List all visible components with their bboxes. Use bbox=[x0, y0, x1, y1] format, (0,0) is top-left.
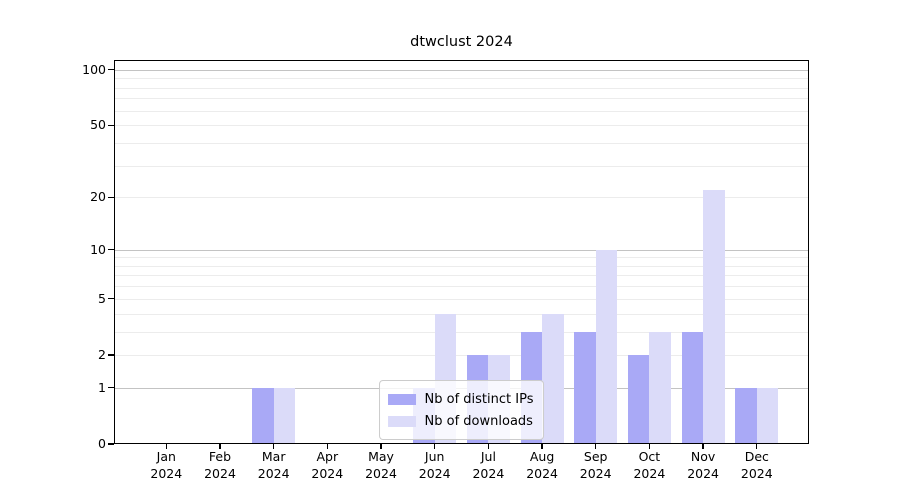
gridline-minor bbox=[114, 142, 809, 144]
x-tick-mark bbox=[595, 444, 597, 449]
x-tick-label: Jan 2024 bbox=[150, 449, 183, 481]
y-tick-mark bbox=[108, 354, 114, 356]
gridline-major bbox=[114, 69, 809, 71]
gridline-minor bbox=[114, 165, 809, 167]
y-tick-mark bbox=[108, 69, 114, 71]
legend-label-distinct-ips: Nb of distinct IPs bbox=[424, 391, 534, 407]
gridline-minor bbox=[114, 125, 809, 127]
y-tick-mark bbox=[108, 298, 114, 300]
bar-distinct-ips bbox=[252, 387, 274, 444]
x-tick-label: Dec 2024 bbox=[740, 449, 773, 481]
gridline-minor bbox=[114, 298, 809, 300]
chart-title: dtwclust 2024 bbox=[410, 34, 513, 50]
gridline-major bbox=[114, 249, 809, 251]
x-tick-label: Jun 2024 bbox=[418, 449, 451, 481]
x-tick-label: Jul 2024 bbox=[472, 449, 505, 481]
x-tick-label: Aug 2024 bbox=[526, 449, 558, 481]
plot-area: Nb of distinct IPs Nb of downloads bbox=[114, 60, 809, 444]
legend: Nb of distinct IPs Nb of downloads bbox=[378, 380, 545, 440]
x-tick-label: Nov 2024 bbox=[687, 449, 719, 481]
gridline-minor bbox=[114, 331, 809, 333]
x-tick-label: Sep 2024 bbox=[579, 449, 612, 481]
gridline-minor bbox=[114, 197, 809, 199]
x-tick-mark bbox=[219, 444, 221, 449]
y-tick-label: 100 bbox=[82, 61, 106, 77]
x-tick-mark bbox=[702, 444, 704, 449]
x-tick-label: May 2024 bbox=[365, 449, 397, 481]
x-tick-mark bbox=[380, 444, 382, 449]
y-tick-mark bbox=[108, 443, 114, 445]
legend-item-downloads: Nb of downloads bbox=[387, 410, 534, 432]
x-tick-mark bbox=[434, 444, 436, 449]
bar-distinct-ips bbox=[735, 387, 757, 444]
bar-downloads bbox=[595, 249, 618, 444]
gridline-minor bbox=[114, 313, 809, 315]
x-tick-label: Mar 2024 bbox=[257, 449, 290, 481]
gridline-minor bbox=[114, 110, 809, 112]
gridline-minor bbox=[114, 265, 809, 267]
y-tick-label: 10 bbox=[90, 241, 106, 257]
bar-downloads bbox=[273, 387, 296, 444]
legend-swatch-downloads-icon bbox=[387, 415, 416, 427]
gridline-minor bbox=[114, 354, 809, 356]
x-tick-label: Oct 2024 bbox=[633, 449, 666, 481]
y-tick-mark bbox=[108, 124, 114, 126]
gridline-minor bbox=[114, 78, 809, 80]
y-tick-mark bbox=[108, 248, 114, 251]
x-tick-mark bbox=[541, 444, 543, 449]
legend-swatch-distinct-ips-icon bbox=[387, 393, 416, 405]
y-tick-label: 50 bbox=[90, 117, 106, 133]
x-tick-label: Apr 2024 bbox=[311, 449, 344, 481]
y-tick-mark bbox=[108, 196, 114, 198]
x-tick-mark bbox=[273, 444, 275, 449]
bar-distinct-ips bbox=[574, 331, 596, 444]
x-tick-mark bbox=[648, 444, 651, 449]
x-tick-mark bbox=[326, 444, 328, 449]
legend-label-downloads: Nb of downloads bbox=[424, 413, 533, 429]
bar-distinct-ips bbox=[681, 331, 704, 444]
x-tick-label: Feb 2024 bbox=[204, 449, 236, 481]
y-tick-label: 1 bbox=[98, 379, 106, 395]
gridline-minor bbox=[114, 275, 809, 277]
bar-downloads bbox=[649, 331, 671, 444]
axes-spines bbox=[114, 60, 809, 444]
y-tick-label: 20 bbox=[90, 189, 106, 205]
y-tick-label: 2 bbox=[98, 346, 106, 362]
legend-item-distinct-ips: Nb of distinct IPs bbox=[387, 388, 534, 410]
y-tick-mark bbox=[108, 387, 114, 389]
gridline-minor bbox=[114, 87, 809, 89]
x-tick-mark bbox=[756, 444, 758, 449]
bar-downloads bbox=[542, 313, 564, 444]
gridline-minor bbox=[114, 286, 809, 288]
gridline-minor bbox=[114, 98, 809, 100]
gridline-minor bbox=[114, 257, 809, 259]
x-tick-mark bbox=[165, 444, 167, 449]
bar-distinct-ips bbox=[627, 354, 650, 444]
y-tick-label: 0 bbox=[98, 436, 106, 451]
bar-downloads bbox=[756, 387, 779, 444]
x-tick-mark bbox=[487, 444, 489, 449]
y-tick-label: 5 bbox=[98, 290, 106, 306]
bar-downloads bbox=[703, 189, 725, 444]
